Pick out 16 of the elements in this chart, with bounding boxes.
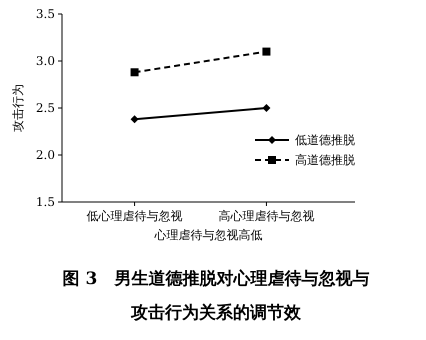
x-tick-label: 高心理虐待与忽视 [218, 209, 314, 223]
legend-label: 低道德推脱 [295, 133, 355, 147]
x-axis-title: 心理虐待与忽视高低 [154, 228, 262, 242]
y-tick-label: 3.5 [36, 7, 55, 21]
point [130, 115, 139, 124]
y-axis-title: 攻击行为 [11, 84, 25, 132]
point [262, 48, 270, 56]
y-tick-label: 3.0 [36, 54, 55, 68]
text: 图 3 男生道德推脱对心理虐待与忽视与攻击行为关系的调节效 [62, 268, 370, 325]
legend-label: 高道德推脱 [295, 153, 355, 167]
y-tick-label: 2.0 [36, 148, 55, 162]
y-tick-label: 2.5 [36, 101, 55, 115]
point [130, 68, 139, 76]
point [262, 104, 270, 112]
x-tick-label: 低心理虐待与忽视 [86, 209, 183, 223]
y-tick-label: 1.5 [36, 195, 55, 209]
